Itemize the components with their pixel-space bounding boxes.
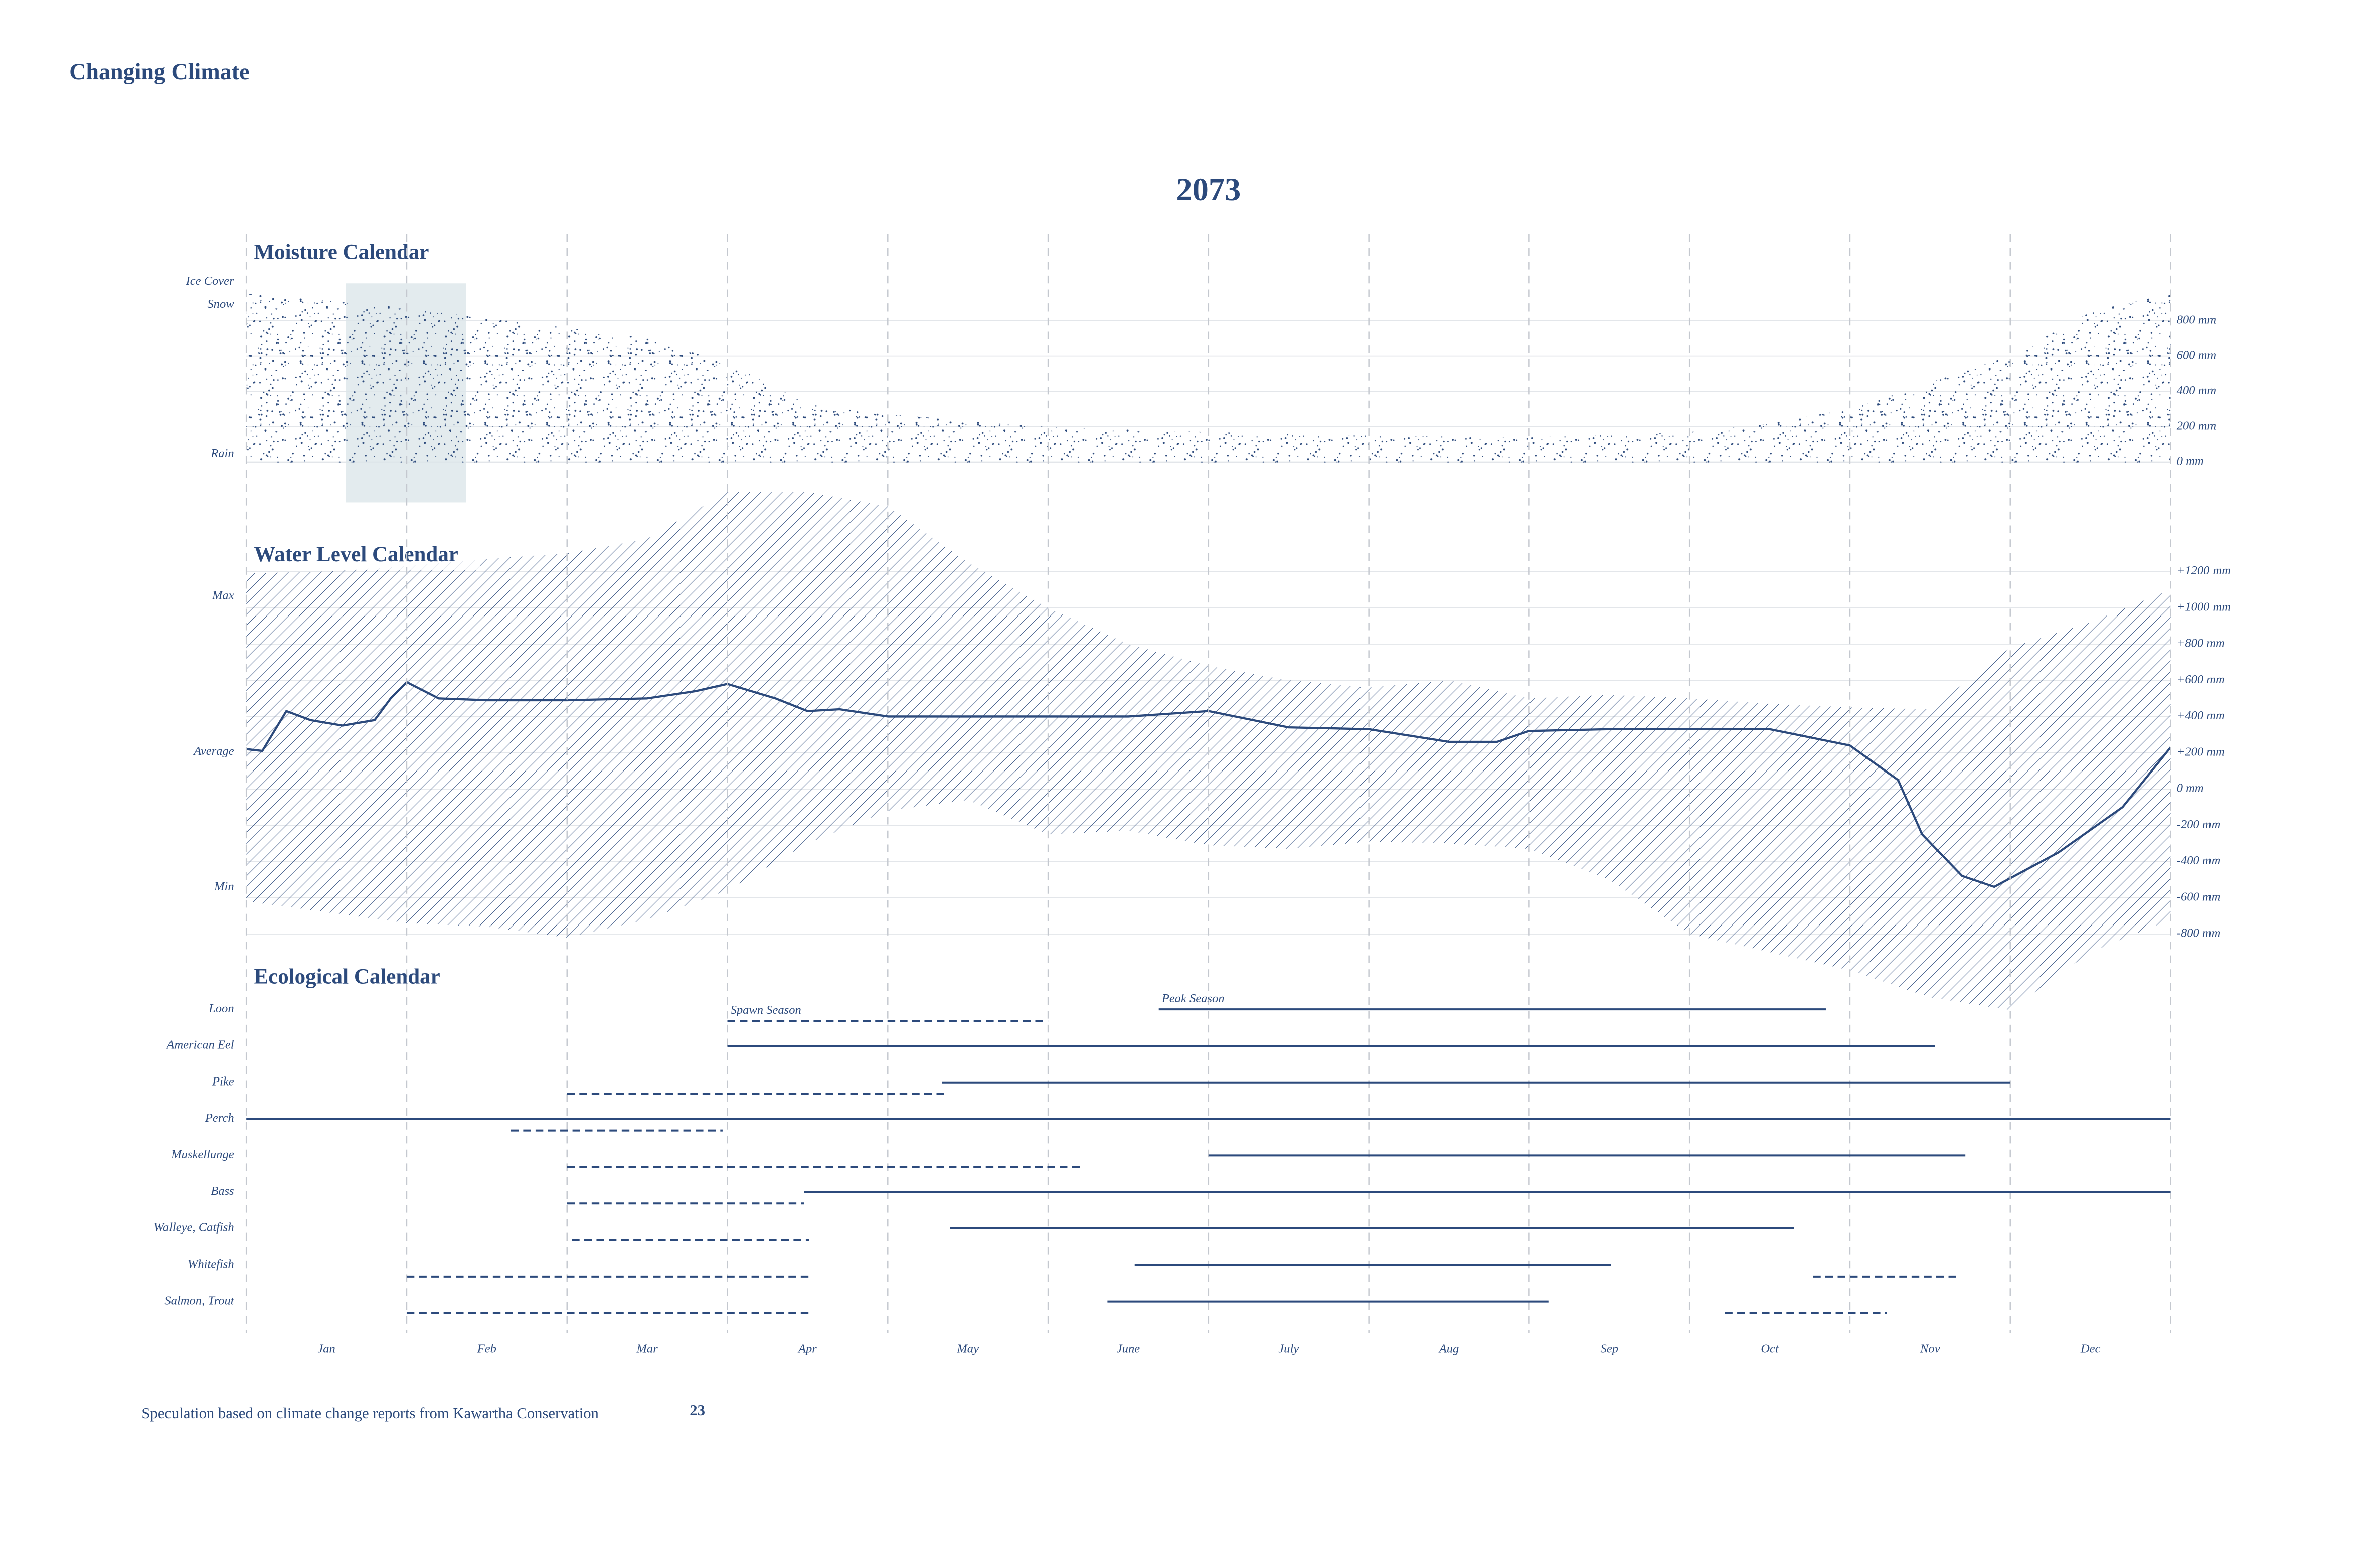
x-tick-label: July: [1278, 1342, 1299, 1356]
y-tick-label: +1000 mm: [2177, 600, 2231, 613]
row-label: Whitefish: [188, 1257, 234, 1271]
x-tick-label: Aug: [1438, 1342, 1459, 1356]
x-tick-label: May: [956, 1342, 979, 1356]
y-tick-label: 600 mm: [2177, 348, 2216, 362]
y-tick-label: +400 mm: [2177, 709, 2225, 722]
y-tick-label: +1200 mm: [2177, 564, 2231, 577]
period-label: Spawn Season: [731, 1003, 801, 1017]
y-tick-label: +800 mm: [2177, 637, 2225, 650]
title-bg: [249, 542, 480, 570]
y-tick-label: 0 mm: [2177, 782, 2204, 795]
chart-title: Moisture Calendar: [254, 241, 429, 264]
chart-title: Water Level Calendar: [254, 543, 458, 566]
page-number: 23: [690, 1402, 705, 1419]
row-label: Muskellunge: [171, 1148, 234, 1161]
y-tick-label: 400 mm: [2177, 384, 2216, 397]
footer-note: Speculation based on climate change repo…: [141, 1405, 598, 1422]
x-tick-label: Apr: [797, 1342, 817, 1356]
y-tick-label: -400 mm: [2177, 854, 2221, 867]
x-tick-label: Mar: [636, 1342, 658, 1356]
y-tick-label: +200 mm: [2177, 745, 2225, 758]
y-tick-label: +600 mm: [2177, 673, 2225, 686]
y-tick-label: 0 mm: [2177, 454, 2204, 468]
x-tick-label: Feb: [477, 1342, 496, 1356]
annotation: Max: [212, 588, 234, 602]
row-label: Walleye, Catfish: [154, 1221, 234, 1235]
y-tick-label: -200 mm: [2177, 818, 2221, 831]
row-label: Salmon, Trout: [164, 1294, 234, 1307]
x-tick-label: Jan: [317, 1342, 335, 1356]
chart-title: Ecological Calendar: [254, 965, 440, 989]
x-tick-label: Oct: [1761, 1342, 1779, 1356]
row-label: Bass: [211, 1184, 234, 1198]
x-tick-label: Dec: [2080, 1342, 2101, 1356]
row-label: Perch: [205, 1111, 234, 1125]
x-tick-label: June: [1117, 1342, 1140, 1356]
row-label: Pike: [212, 1074, 234, 1088]
y-tick-label: -600 mm: [2177, 890, 2221, 903]
period-label: Peak Season: [1161, 992, 1225, 1005]
annotation: Min: [214, 880, 234, 893]
x-tick-label: Sep: [1601, 1342, 1618, 1356]
y-tick-label: 200 mm: [2177, 419, 2216, 433]
annotation: Rain: [210, 447, 234, 460]
average-line: [246, 681, 2172, 888]
x-tick-label: Nov: [1920, 1342, 1940, 1356]
annotation: Ice Cover: [186, 274, 235, 288]
page-title: Changing Climate: [69, 59, 249, 84]
row-label: Loon: [208, 1002, 234, 1015]
row-label: American Eel: [165, 1038, 234, 1052]
y-tick-label: 800 mm: [2177, 313, 2216, 327]
year: 2073: [1176, 172, 1241, 207]
annotation: Snow: [207, 297, 234, 311]
annotation: Average: [193, 744, 234, 758]
y-tick-label: -800 mm: [2177, 927, 2221, 940]
